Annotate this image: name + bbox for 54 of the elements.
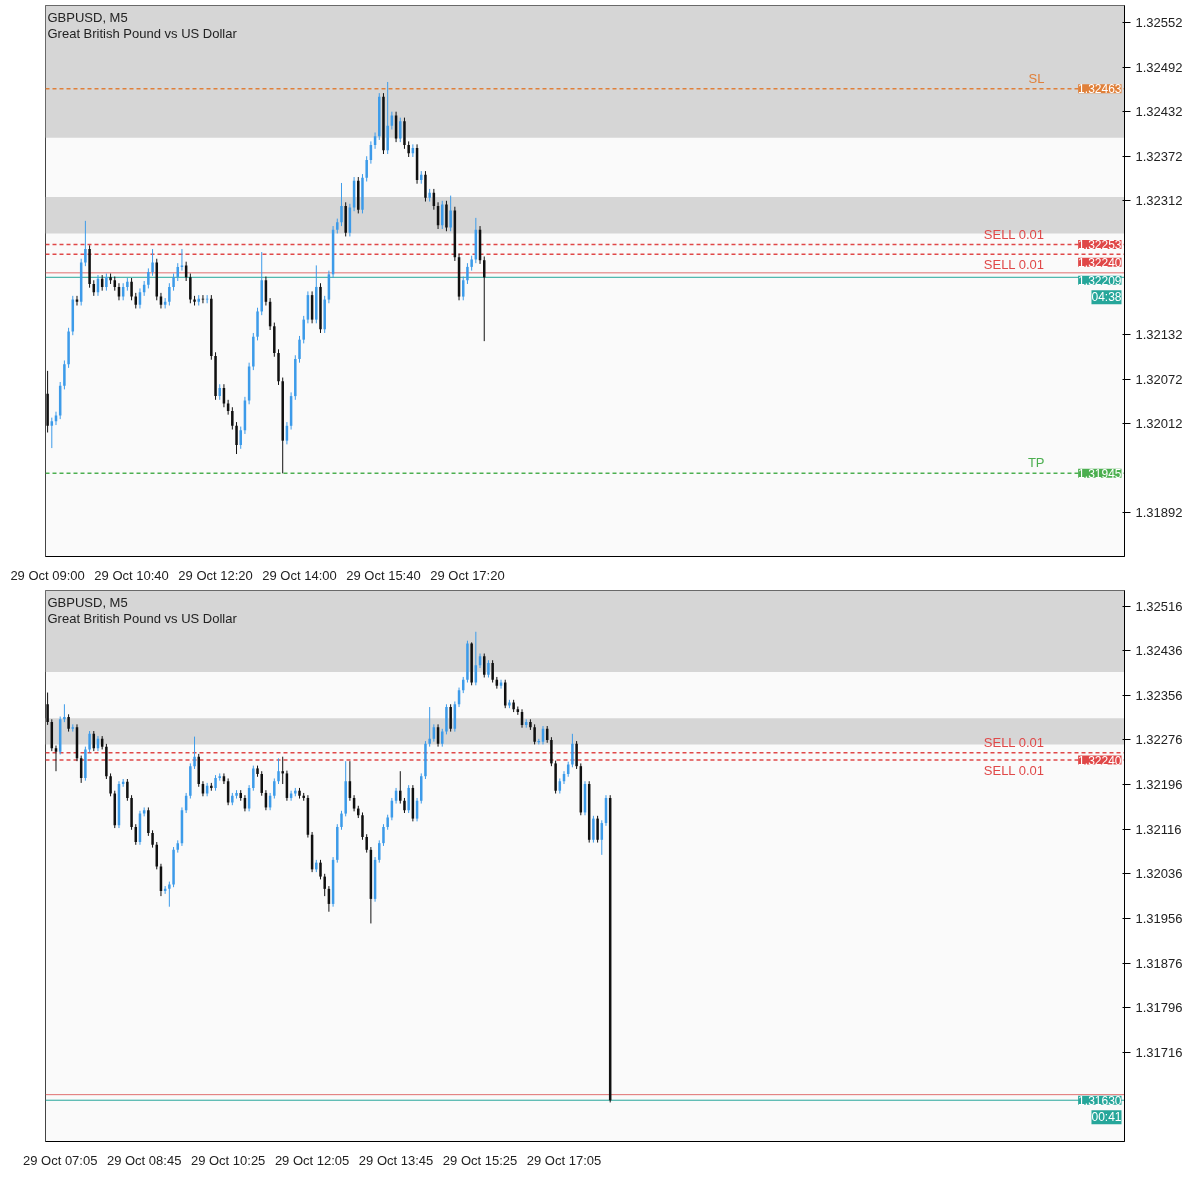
annotation: 1.32240 [1078, 753, 1122, 768]
y-tick-label: 1.32492 [1135, 59, 1183, 75]
ref-line-label: SELL 0.01 [983, 734, 1045, 750]
x-tick-label: 29 Oct 12:20 [178, 567, 253, 583]
y-tick-label: 1.31796 [1135, 1000, 1183, 1016]
y-tick-label: 1.31956 [1135, 910, 1183, 926]
y-tick-label: 1.32196 [1135, 777, 1183, 793]
text: Great British Pound vs US Dollar [47, 25, 238, 41]
x-tick-label: 29 Oct 13:45 [358, 1152, 434, 1168]
y-tick-label: 1.31876 [1135, 955, 1183, 971]
ref-line-label: SELL 0.01 [983, 226, 1045, 242]
y-tick-label: 1.31892 [1135, 505, 1183, 521]
x-tick-label: 29 Oct 17:20 [430, 567, 505, 583]
annotation: 1.32240 [1078, 255, 1122, 270]
y-tick-label: 1.31716 [1135, 1044, 1183, 1060]
candlestick [218, 772, 221, 782]
y-tick-label: 1.32276 [1135, 732, 1183, 748]
chart-title: GBPUSD, M5 [47, 9, 128, 25]
y-tick-label: 1.32072 [1135, 371, 1183, 387]
x-tick-label: 29 Oct 09:00 [10, 567, 85, 583]
x-tick-label: 29 Oct 10:40 [94, 567, 169, 583]
x-tick-label: 29 Oct 10:25 [190, 1152, 266, 1168]
x-tick-label: 29 Oct 17:05 [526, 1152, 602, 1168]
y-tick-label: 1.32552 [1135, 15, 1183, 31]
y-tick-label: 1.32356 [1135, 687, 1183, 703]
y-tick-label: 1.32432 [1135, 104, 1183, 120]
annotation: 04:38 [1091, 290, 1122, 305]
annotation: 1.32253 [1078, 238, 1122, 253]
annotation: 1.31630 [1078, 1093, 1122, 1108]
y-tick-label: 1.32012 [1135, 416, 1183, 432]
y-tick-label: 1.32036 [1135, 866, 1183, 882]
y-tick-label: 1.32312 [1135, 193, 1183, 209]
annotation: 1.32209 [1078, 273, 1122, 288]
y-tick-label: 1.32372 [1135, 148, 1183, 164]
ref-line-label: SELL 0.01 [983, 257, 1045, 273]
annotation: 1.32463 [1078, 82, 1122, 97]
annotation: 00:41 [1091, 1110, 1122, 1125]
candlestick [168, 881, 171, 908]
y-tick-label: 1.32516 [1135, 598, 1183, 614]
x-tick-label: 29 Oct 15:40 [346, 567, 421, 583]
y-tick-label: 1.32116 [1135, 821, 1182, 837]
ref-line-label: SL [1028, 70, 1045, 86]
x-tick-label: 29 Oct 15:25 [442, 1152, 518, 1168]
y-tick-label: 1.32132 [1135, 326, 1183, 342]
chart-title: GBPUSD, M5 [47, 594, 128, 610]
x-tick-label: 29 Oct 07:05 [22, 1152, 98, 1168]
ref-line-label: TP [1027, 455, 1045, 471]
y-tick-label: 1.32436 [1135, 643, 1183, 659]
ref-line-label: SELL 0.01 [983, 763, 1045, 779]
x-tick-label: 29 Oct 12:05 [274, 1152, 350, 1168]
x-tick-label: 29 Oct 08:45 [106, 1152, 182, 1168]
x-tick-label: 29 Oct 14:00 [262, 567, 337, 583]
text: Great British Pound vs US Dollar [47, 610, 238, 626]
annotation: 1.31945 [1078, 466, 1122, 481]
